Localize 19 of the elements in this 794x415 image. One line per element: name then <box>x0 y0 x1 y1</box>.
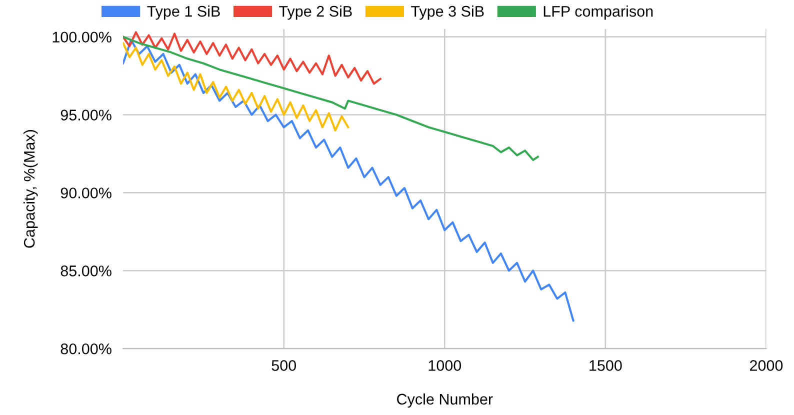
x-tick-label: 1000 <box>428 360 462 371</box>
x-tick-label: 2000 <box>750 360 783 371</box>
line-series <box>123 36 539 162</box>
y-tick-label: 100.00% <box>52 32 112 43</box>
y-tick-label: 80.00% <box>60 343 112 354</box>
x-tick-label: 500 <box>272 360 296 371</box>
line-series <box>123 38 574 322</box>
x-axis-title: Cycle Number <box>397 393 493 408</box>
y-axis-title: Capacity, %(Max) <box>24 130 38 248</box>
legend-label: Type 3 SiB <box>411 6 484 20</box>
x-tick-label: 1500 <box>590 360 622 371</box>
y-tick-label: 95.00% <box>60 110 112 120</box>
line-series <box>123 31 382 85</box>
y-tick-label: 90.00% <box>60 188 112 198</box>
legend-label: LFP comparison <box>544 6 653 20</box>
legend-label: Type 1 SiB <box>147 6 220 20</box>
line-series <box>123 42 350 132</box>
y-tick-label: 85.00% <box>60 266 112 276</box>
legend-label: Type 2 SiB <box>279 6 352 20</box>
